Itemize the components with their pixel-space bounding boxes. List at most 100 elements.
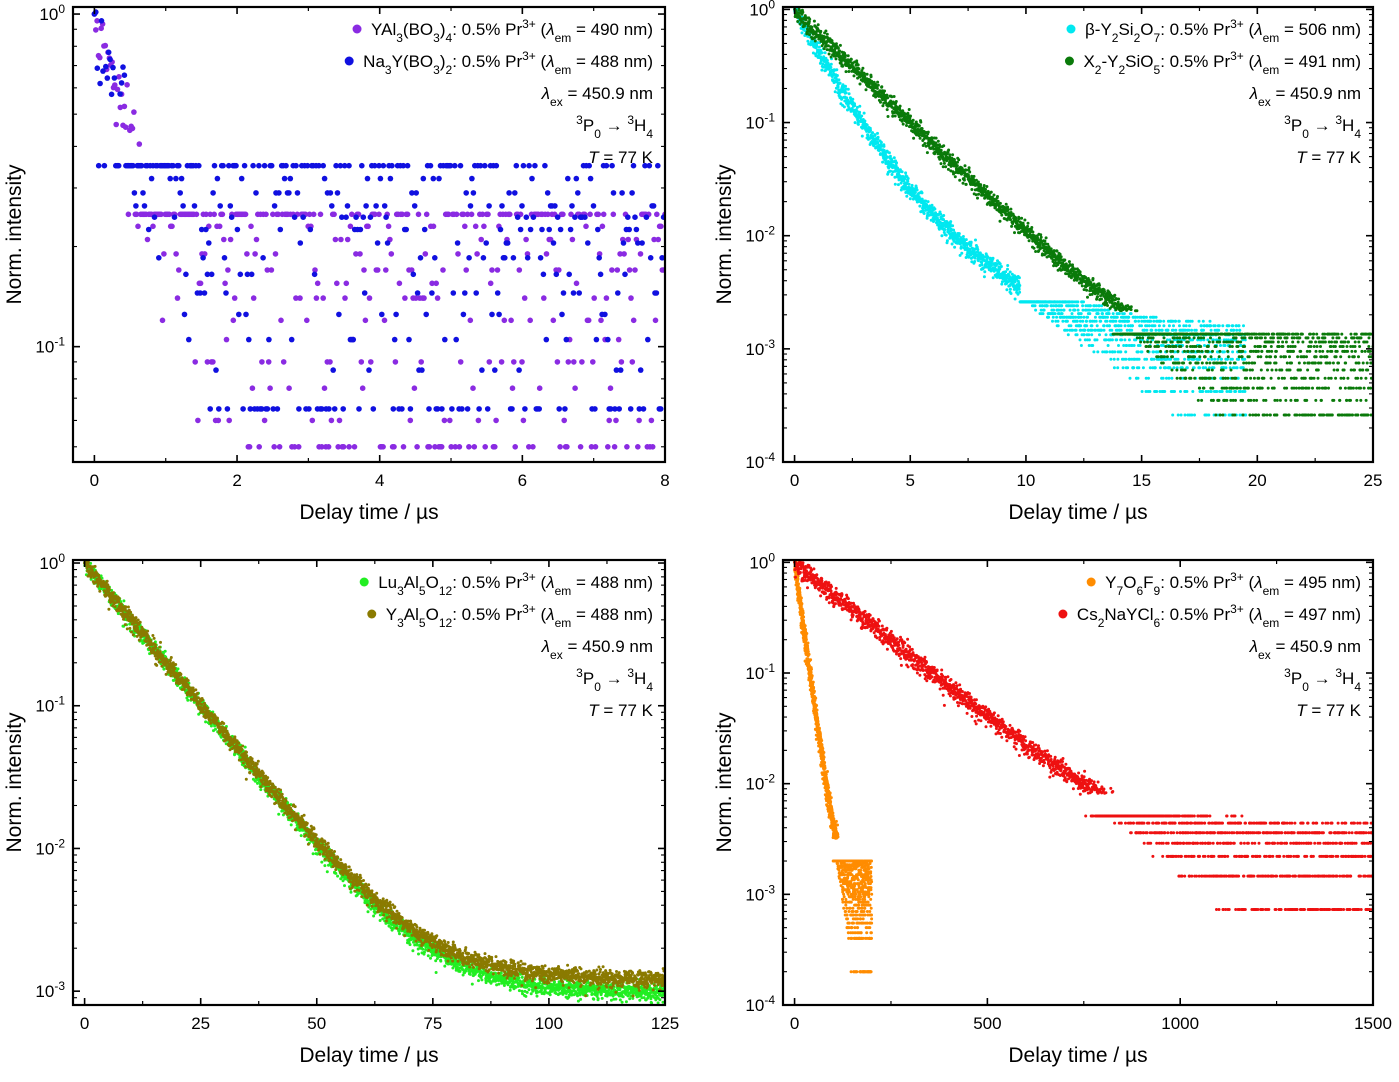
data-point bbox=[1111, 301, 1115, 305]
data-point bbox=[1063, 258, 1067, 262]
data-point bbox=[579, 359, 585, 365]
data-point bbox=[999, 265, 1003, 268]
data-point bbox=[122, 124, 129, 130]
data-point bbox=[875, 86, 879, 90]
data-point bbox=[969, 240, 973, 244]
data-point bbox=[834, 57, 838, 61]
data-point bbox=[1149, 319, 1153, 323]
data-point bbox=[508, 317, 514, 324]
data-point bbox=[1075, 278, 1079, 282]
data-point bbox=[607, 406, 614, 412]
data-point bbox=[1183, 349, 1186, 353]
data-point bbox=[368, 359, 374, 365]
data-point bbox=[1153, 366, 1157, 370]
data-point bbox=[1104, 298, 1108, 302]
series-points-1 bbox=[793, 7, 1373, 417]
data-point bbox=[418, 359, 425, 365]
data-point bbox=[588, 444, 595, 450]
data-point bbox=[1129, 305, 1133, 309]
data-point bbox=[264, 406, 271, 412]
data-point bbox=[524, 254, 531, 261]
data-point bbox=[542, 162, 548, 169]
data-point bbox=[1196, 332, 1200, 336]
data-point bbox=[840, 97, 844, 101]
data-point bbox=[1194, 345, 1198, 348]
data-point bbox=[1120, 338, 1124, 342]
data-point bbox=[957, 158, 961, 162]
data-point bbox=[1107, 312, 1111, 316]
data-point bbox=[1145, 357, 1149, 361]
data-point bbox=[881, 160, 885, 164]
data-point bbox=[510, 254, 517, 261]
data-point bbox=[951, 224, 955, 228]
data-point bbox=[499, 203, 505, 209]
data-point bbox=[414, 290, 421, 296]
data-point bbox=[602, 311, 608, 318]
data-point bbox=[361, 267, 367, 273]
data-point bbox=[573, 280, 580, 287]
data-point bbox=[1179, 340, 1183, 344]
data-point bbox=[260, 254, 266, 261]
data-point bbox=[350, 336, 357, 343]
data-point bbox=[639, 240, 645, 246]
data-point bbox=[1011, 278, 1014, 282]
data-point bbox=[565, 175, 571, 182]
data-point bbox=[913, 191, 917, 194]
data-point bbox=[462, 223, 468, 230]
data-point bbox=[1147, 324, 1151, 328]
data-point bbox=[230, 317, 237, 324]
data-point bbox=[117, 91, 123, 97]
data-point bbox=[1221, 324, 1225, 328]
data-point bbox=[842, 105, 846, 109]
data-point bbox=[1100, 297, 1103, 301]
data-point bbox=[1200, 398, 1204, 402]
data-point bbox=[1060, 312, 1064, 316]
data-point bbox=[265, 359, 272, 365]
data-point bbox=[507, 211, 513, 218]
data-point bbox=[320, 295, 327, 301]
data-point bbox=[460, 311, 467, 318]
data-point bbox=[1217, 332, 1220, 336]
data-point bbox=[264, 267, 271, 273]
data-point bbox=[1026, 224, 1030, 228]
data-point bbox=[1123, 338, 1127, 342]
data-point bbox=[820, 68, 824, 72]
data-point bbox=[846, 54, 850, 58]
data-point bbox=[883, 89, 886, 93]
data-point bbox=[1091, 277, 1095, 280]
data-point bbox=[1097, 304, 1101, 308]
data-point bbox=[1242, 324, 1245, 328]
data-point bbox=[342, 295, 348, 301]
data-point bbox=[95, 162, 102, 169]
data-point bbox=[1140, 350, 1144, 354]
data-point bbox=[1034, 308, 1038, 312]
data-point bbox=[433, 280, 440, 287]
data-point bbox=[103, 63, 109, 70]
data-point bbox=[961, 235, 965, 238]
data-point bbox=[1199, 345, 1203, 348]
data-point bbox=[327, 359, 333, 365]
data-point bbox=[1166, 328, 1170, 332]
data-point bbox=[492, 444, 498, 450]
data-point bbox=[991, 276, 995, 280]
data-point bbox=[1104, 333, 1108, 337]
data-point bbox=[1148, 345, 1152, 348]
data-point bbox=[475, 417, 482, 424]
data-point bbox=[439, 406, 445, 412]
data-point bbox=[173, 251, 179, 257]
data-point bbox=[1176, 357, 1180, 361]
data-point bbox=[243, 311, 249, 318]
data-point bbox=[985, 185, 989, 188]
data-point bbox=[450, 290, 457, 296]
data-point bbox=[934, 141, 938, 145]
data-point bbox=[514, 214, 521, 220]
data-point bbox=[492, 367, 498, 373]
data-point bbox=[1074, 328, 1078, 332]
data-point bbox=[1171, 328, 1175, 332]
data-point bbox=[592, 444, 599, 450]
data-point bbox=[567, 226, 574, 233]
data-point bbox=[1139, 315, 1143, 319]
data-point bbox=[1239, 390, 1243, 393]
data-point bbox=[818, 61, 822, 65]
